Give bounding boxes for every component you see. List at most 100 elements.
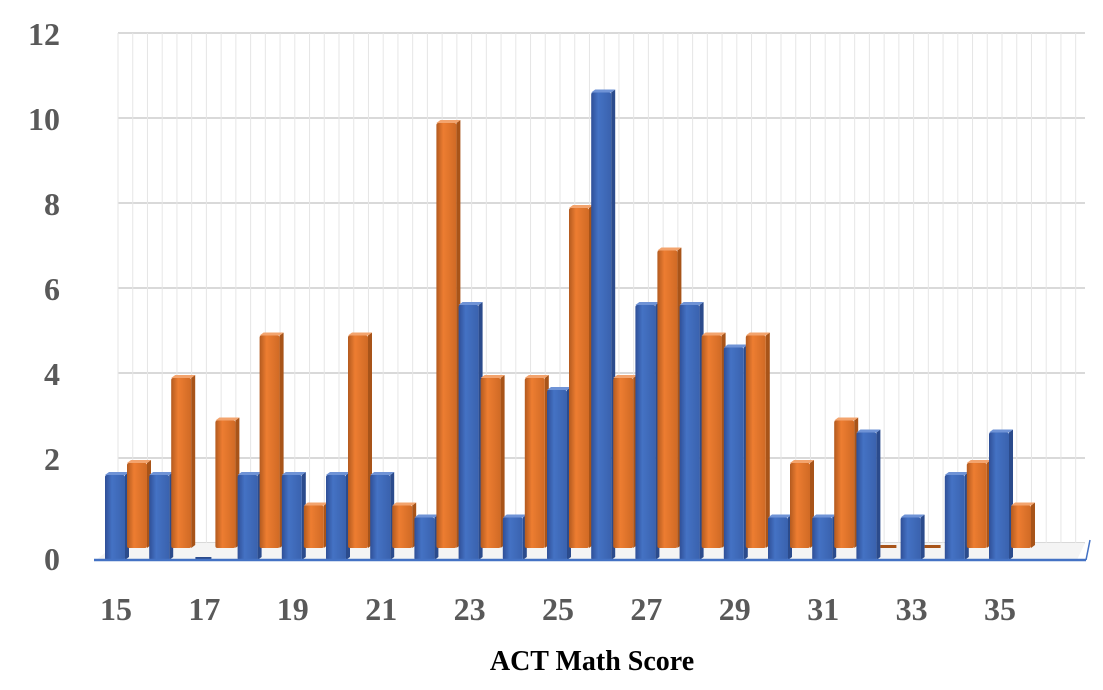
bar-15-series-2 bbox=[127, 463, 147, 548]
bar-23-series-2-top bbox=[480, 375, 505, 378]
bar-23-series-1-top bbox=[458, 302, 483, 305]
x-tick-label: 33 bbox=[896, 591, 928, 627]
bar-17-series-1 bbox=[195, 557, 212, 560]
bar-26-series-1-top bbox=[591, 89, 616, 93]
bar-29-series-1-top bbox=[723, 344, 748, 348]
bar-27-series-1-top bbox=[635, 302, 660, 305]
bar-26-series-1 bbox=[591, 92, 612, 560]
bar-22-series-1 bbox=[414, 517, 435, 560]
bar-35-series-1-top bbox=[989, 429, 1013, 433]
bar-34-series-2-top bbox=[966, 460, 991, 463]
bar-35-series-1 bbox=[989, 432, 1009, 560]
bar-35-series-2-side bbox=[1031, 502, 1035, 548]
bar-25-series-1-top bbox=[547, 387, 571, 390]
bar-24-series-2 bbox=[524, 378, 545, 548]
bar-20-series-1-top bbox=[326, 472, 350, 475]
bar-27-series-1 bbox=[635, 305, 656, 560]
bar-33-series-2 bbox=[924, 545, 941, 548]
bar-16-series-2-top bbox=[171, 375, 196, 378]
bar-19-series-1 bbox=[281, 475, 302, 560]
bar-16-series-2 bbox=[171, 378, 192, 548]
bar-29-series-2 bbox=[745, 335, 766, 548]
x-tick-label: 23 bbox=[454, 591, 486, 627]
bar-25-series-2-top bbox=[569, 205, 593, 208]
bar-23-series-2-side bbox=[500, 375, 505, 548]
bar-29-series-2-side bbox=[765, 332, 770, 548]
bar-30-series-2-top bbox=[790, 460, 814, 463]
y-tick-label: 4 bbox=[44, 356, 60, 392]
x-tick-label: 35 bbox=[984, 591, 1016, 627]
bar-19-series-1-top bbox=[281, 472, 306, 475]
bar-19-series-2 bbox=[303, 505, 324, 548]
bar-28-series-1 bbox=[679, 305, 700, 560]
bar-30-series-1 bbox=[768, 517, 788, 560]
bar-34-series-1-top bbox=[944, 472, 969, 475]
bar-30-series-2 bbox=[790, 463, 810, 548]
bar-24-series-1 bbox=[502, 517, 523, 560]
y-tick-label: 10 bbox=[28, 101, 60, 137]
bar-17-series-2-top bbox=[215, 417, 240, 421]
y-tick-label: 12 bbox=[28, 16, 60, 52]
axes bbox=[94, 539, 1091, 562]
bar-30-series-1-top bbox=[768, 514, 792, 518]
bar-26-series-2-top bbox=[613, 375, 638, 378]
bar-25-series-1 bbox=[547, 390, 567, 560]
bar-18-series-1-top bbox=[237, 472, 262, 475]
bar-15-series-2-top bbox=[127, 460, 151, 463]
bar-33-series-1-side bbox=[920, 514, 925, 560]
bar-22-series-2-top bbox=[436, 120, 461, 123]
bar-32-series-1 bbox=[856, 432, 877, 560]
bar-25-series-2 bbox=[569, 208, 589, 548]
bar-35-series-2-top bbox=[1011, 502, 1035, 506]
x-axis-depth-line bbox=[1085, 539, 1091, 561]
bars bbox=[105, 89, 1035, 560]
bar-23-series-2 bbox=[480, 378, 501, 548]
y-tick-label: 2 bbox=[44, 441, 60, 477]
bar-29-series-2-top bbox=[745, 332, 770, 336]
bar-20-series-2-top bbox=[348, 332, 372, 336]
bar-23-series-1 bbox=[458, 305, 479, 560]
bar-31-series-1-top bbox=[812, 514, 837, 518]
x-tick-label: 27 bbox=[630, 591, 662, 627]
y-tick-label: 6 bbox=[44, 271, 60, 307]
x-tick-label: 21 bbox=[365, 591, 397, 627]
bar-16-series-1-top bbox=[149, 472, 174, 475]
bar-26-series-2 bbox=[613, 378, 634, 548]
bar-15-series-1-top bbox=[105, 472, 129, 475]
bar-18-series-2 bbox=[259, 335, 280, 548]
bar-28-series-1-top bbox=[679, 302, 704, 305]
bar-16-series-1 bbox=[149, 475, 170, 560]
bar-20-series-1 bbox=[326, 475, 346, 560]
bar-32-series-1-top bbox=[856, 429, 881, 433]
bar-34-series-2 bbox=[966, 463, 987, 548]
bar-18-series-2-top bbox=[259, 332, 284, 336]
x-tick-label: 25 bbox=[542, 591, 574, 627]
bar-21-series-1-top bbox=[370, 472, 395, 475]
bar-32-series-2 bbox=[880, 545, 897, 548]
tick-labels: 0 2 4 6 8 10 12 15 17 19 21 23 25 27 29 31 33 35 bbox=[28, 16, 1016, 627]
x-tick-label: 19 bbox=[277, 591, 309, 627]
bar-22-series-1-top bbox=[414, 514, 439, 518]
bar-31-series-2 bbox=[834, 420, 855, 548]
bar-35-series-2 bbox=[1011, 505, 1031, 548]
bar-33-series-1-top bbox=[900, 514, 925, 518]
bar-31-series-1 bbox=[812, 517, 833, 560]
bar-17-series-2 bbox=[215, 420, 236, 548]
bar-27-series-2-top bbox=[657, 247, 682, 251]
bar-24-series-2-top bbox=[524, 375, 549, 378]
bar-21-series-2-top bbox=[392, 502, 417, 506]
x-tick-label: 15 bbox=[100, 591, 132, 627]
bar-31-series-2-top bbox=[834, 417, 859, 421]
bar-18-series-1 bbox=[237, 475, 258, 560]
bar-28-series-2 bbox=[701, 335, 722, 548]
bar-21-series-2 bbox=[392, 505, 413, 548]
bar-29-series-1 bbox=[723, 347, 744, 560]
bar-27-series-2 bbox=[657, 250, 678, 548]
x-tick-label: 31 bbox=[807, 591, 839, 627]
bar-15-series-1 bbox=[105, 475, 125, 560]
bar-22-series-2 bbox=[436, 123, 457, 548]
bar-33-series-1 bbox=[900, 517, 921, 560]
x-tick-label: 29 bbox=[719, 591, 751, 627]
